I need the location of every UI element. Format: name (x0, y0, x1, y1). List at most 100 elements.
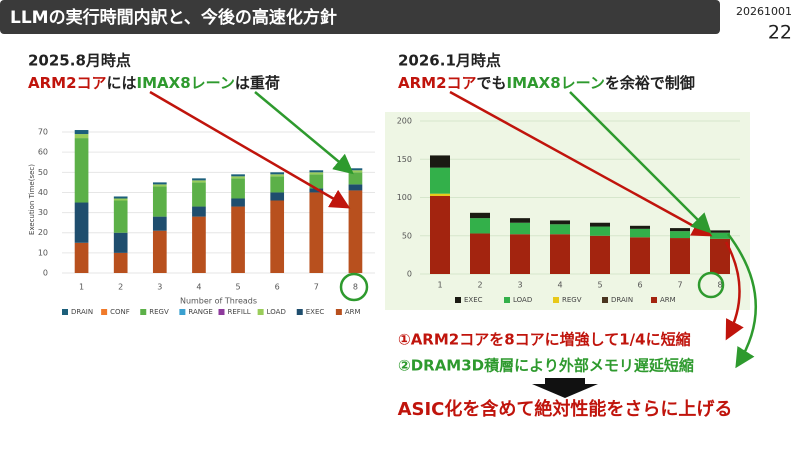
bar-segment (309, 188, 324, 193)
bar-segment (348, 168, 363, 171)
legend-label: RANGE (188, 308, 212, 316)
bar-segment (113, 252, 128, 273)
bar-segment (550, 224, 570, 235)
bar-segment (74, 138, 89, 203)
highlight-circle (697, 271, 725, 299)
bar-segment (510, 218, 530, 223)
bar-segment (152, 184, 167, 187)
legend-label: LOAD (267, 308, 286, 316)
x-tick-label: 3 (517, 281, 522, 290)
bar-segment (192, 178, 206, 181)
bar-segment (510, 234, 530, 274)
bar-segment (710, 230, 730, 233)
bar-segment (192, 180, 206, 183)
text: を余裕で制御 (605, 74, 695, 92)
bar-segment (231, 174, 245, 177)
x-tick-label: 1 (437, 281, 442, 290)
bar-segment (430, 155, 450, 168)
y-tick-label: 40 (38, 188, 48, 197)
y-tick-label: 0 (407, 270, 412, 279)
x-tick-label: 1 (79, 283, 84, 292)
bar-segment (590, 235, 610, 274)
y-tick-label: 50 (402, 231, 412, 240)
text: IMAX8レーン (137, 74, 235, 92)
bar-segment (192, 206, 206, 217)
y-tick-label: 20 (38, 228, 48, 237)
legend-swatch (257, 309, 264, 315)
bar-segment (270, 172, 285, 175)
legend-swatch (335, 309, 342, 315)
y-tick-label: 0 (43, 269, 48, 278)
bar-segment (348, 170, 363, 173)
bar-segment (550, 220, 570, 225)
legend-swatch (651, 297, 657, 303)
legend-swatch (455, 297, 461, 303)
x-tick-label: 5 (236, 283, 241, 292)
bar-segment (710, 238, 730, 274)
bar-segment (192, 216, 206, 273)
bar-segment (309, 170, 324, 173)
bar-segment (430, 167, 450, 194)
legend-swatch (296, 309, 303, 315)
bar-segment (270, 192, 285, 201)
arrow (727, 233, 758, 369)
bar-segment (192, 182, 206, 207)
legend-label: LOAD (513, 296, 532, 304)
text: は重荷 (235, 74, 280, 92)
slide-title: LLMの実行時間内訳と、今後の高速化方針 (10, 7, 337, 28)
bar-segment (309, 174, 324, 189)
bar-segment (231, 206, 245, 273)
x-tick-label: 4 (196, 283, 201, 292)
legend-label: EXEC (306, 308, 325, 316)
arrow (149, 90, 351, 209)
text: でも (477, 74, 507, 92)
highlight-circle (339, 272, 369, 302)
bar-segment (152, 186, 167, 217)
bar-segment (270, 200, 285, 273)
conclusion: ①ARM2コアを8コアに増強して1/4に短縮 (398, 331, 691, 349)
legend-label: ARM (345, 308, 361, 316)
bar-segment (590, 222, 610, 227)
left-heading: 2025.8月時点 (28, 52, 131, 70)
bar-segment (74, 130, 89, 135)
arrow (724, 241, 744, 341)
arrow (569, 91, 712, 234)
legend-swatch (218, 309, 225, 315)
legend-label: EXEC (464, 296, 483, 304)
arrow (254, 91, 354, 175)
x-tick-label: 4 (557, 281, 562, 290)
x-tick-label: 7 (314, 283, 319, 292)
y-tick-label: 70 (38, 128, 48, 137)
bar-segment (113, 200, 128, 233)
bar-segment (630, 228, 650, 238)
text: IMAX8レーン (507, 74, 605, 92)
x-tick-label: 7 (677, 281, 682, 290)
bar-segment (113, 232, 128, 253)
bar-segment (231, 178, 245, 199)
bar-segment (670, 238, 690, 274)
y-tick-label: 50 (38, 168, 48, 177)
legend-label: ARM (660, 296, 676, 304)
bar-segment (348, 172, 363, 185)
bar-segment (590, 226, 610, 236)
down-arrow (532, 378, 598, 398)
bar-segment (270, 176, 285, 193)
bar-segment (309, 192, 324, 273)
x-tick-label: 8 (717, 281, 722, 290)
arrow (449, 90, 713, 237)
bar-segment (710, 232, 730, 239)
summary: ASIC化を含めて絶対性能をさらに上げる (398, 398, 733, 420)
legend-swatch (101, 309, 108, 315)
bar-segment (270, 174, 285, 177)
right-line: ARM2コアでもIMAX8レーンを余裕で制御 (398, 74, 695, 92)
bar-segment (309, 172, 324, 175)
x-tick-label: 3 (157, 283, 162, 292)
x-tick-label: 6 (275, 283, 280, 292)
right-heading: 2026.1月時点 (398, 52, 501, 70)
text: には (107, 74, 137, 92)
x-tick-label: 2 (118, 283, 123, 292)
date: 20261001 (736, 5, 792, 18)
conclusion: ②DRAM3D積層により外部メモリ遅延短縮 (398, 357, 694, 375)
x-tick-label: 8 (353, 283, 358, 292)
